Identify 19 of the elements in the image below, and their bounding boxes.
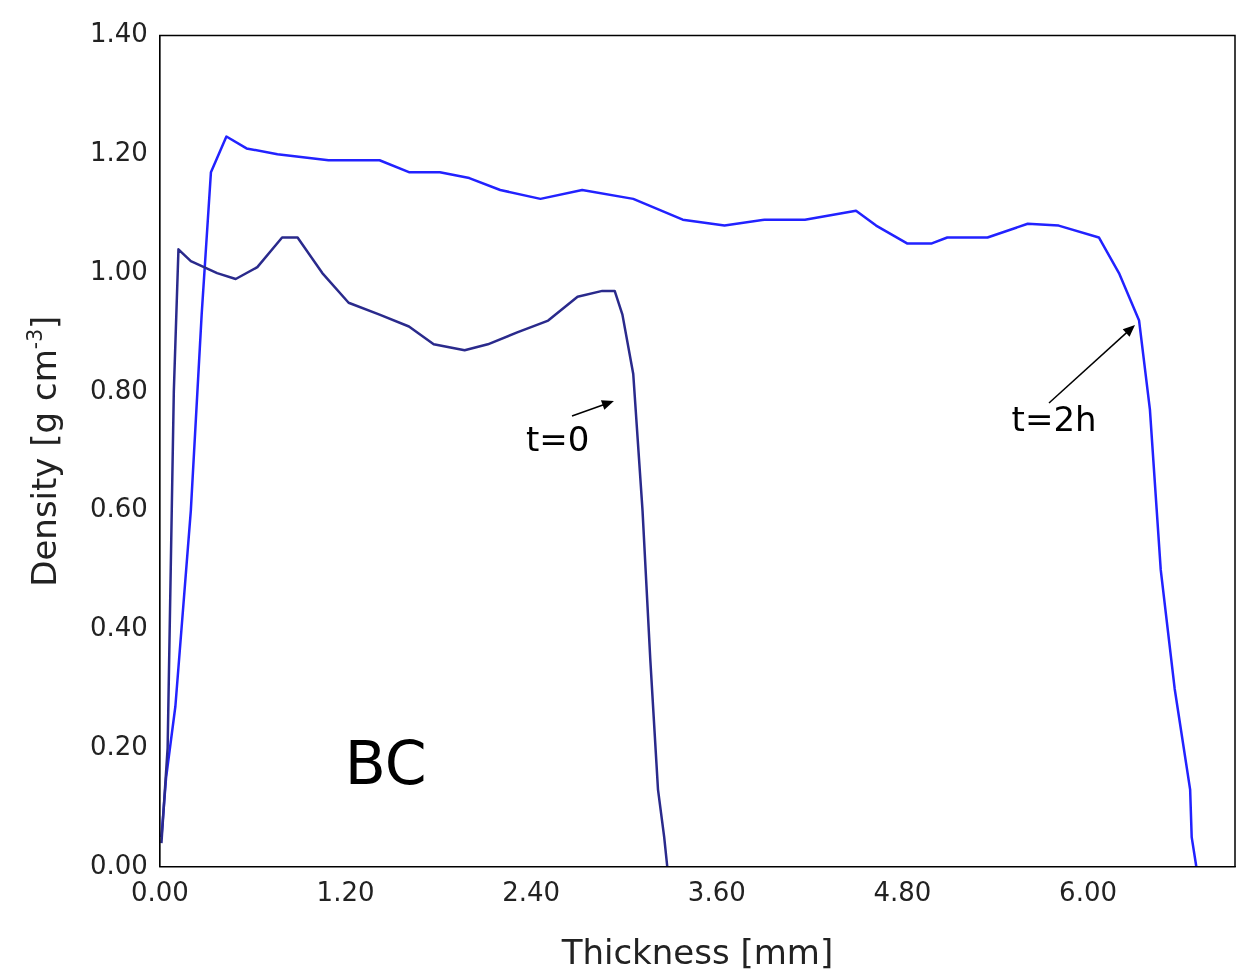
x-tick-label: 1.20 (316, 877, 375, 908)
y-tick-label: 1.40 (90, 18, 148, 49)
y-tick-label: 1.20 (90, 137, 148, 168)
y-tick-label: 1.00 (90, 255, 148, 286)
y-axis-title: Density [g cm-3] (23, 315, 64, 587)
annotation: t=2h (1011, 398, 1097, 439)
x-tick-label: 0.00 (130, 877, 189, 908)
x-tick-label: 2.40 (502, 877, 561, 908)
y-tick-label: 0.80 (90, 374, 148, 405)
y-tick-label: 0.60 (90, 493, 148, 524)
x-tick-label: 6.00 (1059, 877, 1117, 908)
y-tick-label: 0.40 (90, 612, 148, 643)
x-tick-label: 3.60 (687, 877, 746, 908)
annotation: t=0 (525, 419, 590, 460)
x-tick-label: 4.80 (873, 877, 932, 908)
y-tick-label: 0.00 (90, 849, 148, 880)
x-axis-title: Thickness [mm] (560, 932, 834, 972)
annotation: BC (344, 727, 427, 798)
y-tick-label: 0.20 (90, 730, 148, 761)
